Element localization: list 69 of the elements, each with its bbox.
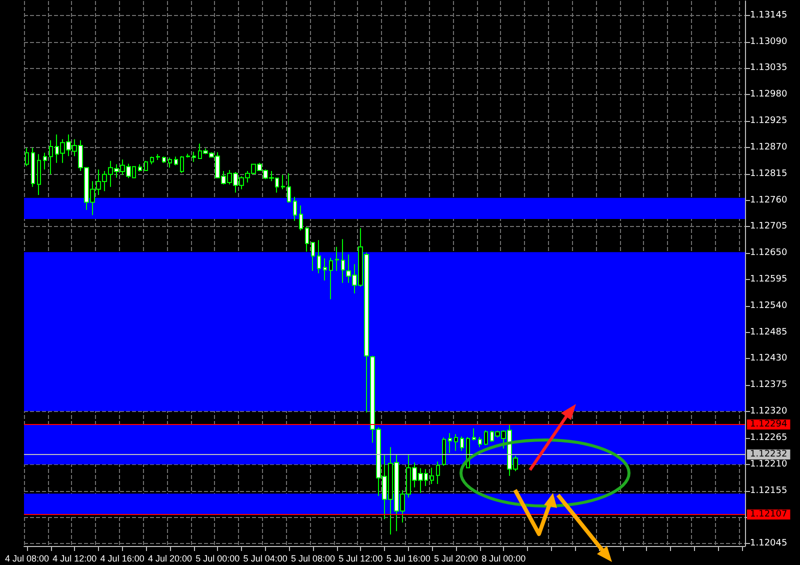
candlestick bbox=[192, 151, 196, 162]
candlestick bbox=[25, 147, 29, 167]
x-tick-label: 4 Jul 12:00 bbox=[52, 554, 97, 564]
y-tick-label: 1.12650 bbox=[750, 248, 788, 258]
candlestick bbox=[484, 430, 488, 446]
y-tick-label: 1.12760 bbox=[750, 195, 788, 206]
x-tick-label: 5 Jul 20:00 bbox=[434, 554, 478, 564]
candlestick bbox=[281, 174, 285, 190]
y-tick-label: 1.12320 bbox=[750, 406, 788, 417]
candlestick bbox=[436, 460, 440, 485]
x-tick-label: 4 Jul 08:00 bbox=[4, 554, 50, 564]
y-tick-label: 1.12485 bbox=[750, 327, 788, 338]
candlestick bbox=[323, 258, 327, 281]
y-tick-label: 1.12925 bbox=[750, 116, 788, 126]
candlestick bbox=[174, 156, 178, 166]
ref-line-label: 1.12107 bbox=[750, 510, 788, 520]
x-tick-label: 4 Jul 16:00 bbox=[100, 554, 144, 564]
candlestick bbox=[341, 238, 345, 284]
y-tick-label: 1.12045 bbox=[750, 538, 788, 549]
candlestick bbox=[442, 436, 446, 466]
candlestick bbox=[460, 436, 464, 452]
candlestick bbox=[49, 140, 53, 175]
x-tick-label: 8 Jul 00:00 bbox=[482, 554, 526, 564]
y-tick-label: 1.12595 bbox=[750, 274, 788, 284]
x-tick-label: 5 Jul 08:00 bbox=[290, 554, 336, 564]
y-tick-label: 1.13145 bbox=[750, 10, 788, 20]
y-tick-label: 1.12980 bbox=[750, 90, 788, 100]
x-tick-label: 5 Jul 16:00 bbox=[386, 554, 430, 564]
x-tick-label: 5 Jul 04:00 bbox=[243, 554, 288, 564]
candlestick bbox=[144, 160, 148, 172]
y-tick-label: 1.13035 bbox=[750, 63, 788, 74]
candlestick bbox=[472, 428, 476, 441]
candlestick bbox=[335, 246, 339, 272]
y-tick-label: 1.12705 bbox=[750, 222, 788, 232]
candlestick bbox=[156, 154, 160, 160]
candlestick bbox=[448, 432, 452, 454]
y-tick-label: 1.12375 bbox=[750, 380, 788, 390]
x-tick-label: 5 Jul 00:00 bbox=[196, 554, 240, 564]
candlestick bbox=[430, 467, 434, 485]
candlestick bbox=[287, 172, 291, 204]
candlestick bbox=[305, 226, 309, 252]
candlestick bbox=[43, 152, 47, 170]
candlestick bbox=[186, 153, 190, 158]
y-tick-label: 1.12540 bbox=[750, 300, 788, 311]
y-tick-label: 1.12815 bbox=[750, 168, 788, 179]
candlestick bbox=[37, 154, 41, 196]
candlestick bbox=[168, 157, 172, 168]
ref-line-label: 1.12294 bbox=[750, 420, 788, 430]
candlestick bbox=[454, 434, 458, 452]
candlestick bbox=[329, 257, 333, 300]
y-tick-label: 1.12210 bbox=[750, 459, 788, 470]
ref-line-label: 1.12232 bbox=[750, 450, 788, 460]
candlestick bbox=[311, 242, 315, 272]
y-tick-label: 1.12870 bbox=[750, 142, 788, 152]
y-tick-label: 1.12265 bbox=[750, 432, 788, 443]
y-tick-label: 1.12430 bbox=[750, 354, 788, 364]
y-tick-label: 1.13090 bbox=[750, 36, 788, 47]
candlestick bbox=[478, 436, 482, 448]
candlestick bbox=[299, 205, 303, 232]
candlestick bbox=[293, 196, 297, 222]
candlestick bbox=[138, 164, 142, 172]
candlestick bbox=[317, 240, 321, 274]
x-tick-label: 4 Jul 20:00 bbox=[148, 554, 192, 564]
candlestick bbox=[162, 156, 166, 164]
y-tick-label: 1.12155 bbox=[750, 486, 788, 496]
candlestick bbox=[150, 156, 154, 165]
candlestick bbox=[180, 156, 184, 174]
x-tick-label: 5 Jul 12:00 bbox=[338, 554, 383, 564]
candlestick bbox=[31, 147, 35, 188]
